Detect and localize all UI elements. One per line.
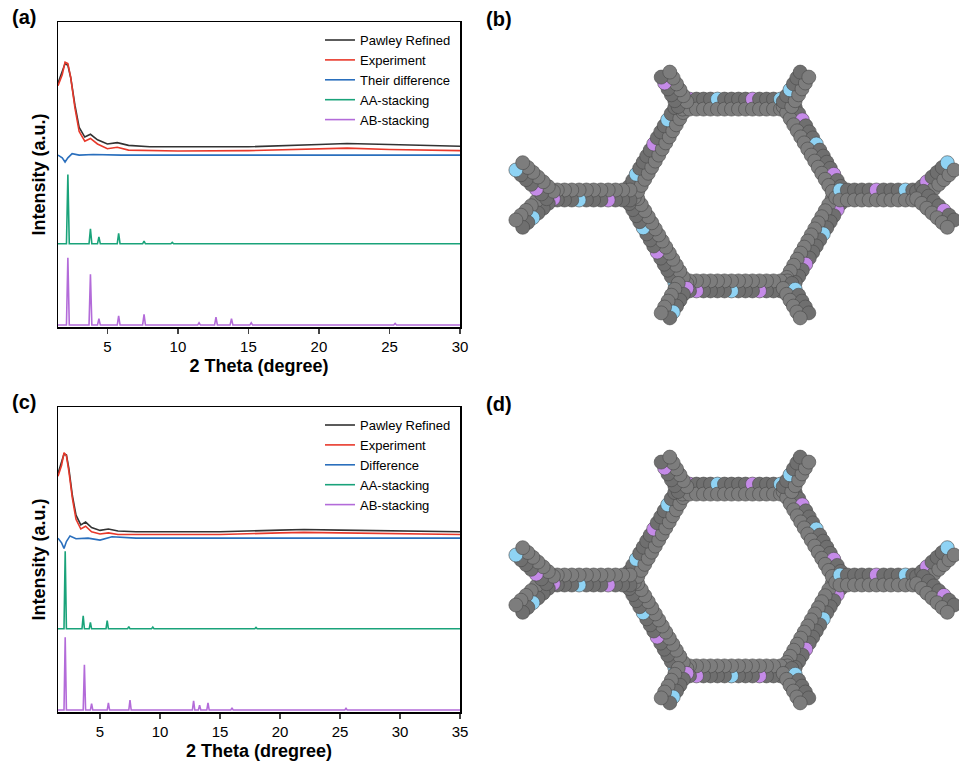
svg-text:5: 5: [103, 338, 111, 355]
svg-text:Pawley Refined: Pawley Refined: [360, 33, 450, 48]
svg-text:10: 10: [152, 723, 169, 740]
svg-text:AB-stacking: AB-stacking: [360, 113, 429, 128]
svg-text:Difference: Difference: [360, 458, 419, 473]
svg-text:20: 20: [311, 338, 328, 355]
svg-text:Intensity (a.u.): Intensity (a.u.): [29, 113, 49, 235]
svg-text:30: 30: [452, 338, 469, 355]
svg-text:35: 35: [452, 723, 469, 740]
svg-text:Pawley Refined: Pawley Refined: [360, 418, 450, 433]
svg-text:30: 30: [392, 723, 409, 740]
svg-text:15: 15: [240, 338, 257, 355]
svg-text:25: 25: [381, 338, 398, 355]
svg-text:(b): (b): [486, 8, 512, 30]
svg-text:Their difference: Their difference: [360, 73, 450, 88]
svg-text:(a): (a): [12, 6, 36, 28]
svg-text:25: 25: [332, 723, 349, 740]
svg-text:2 Theta (degree): 2 Theta (degree): [189, 356, 328, 376]
svg-text:5: 5: [96, 723, 104, 740]
svg-text:AB-stacking: AB-stacking: [360, 498, 429, 513]
svg-text:20: 20: [272, 723, 289, 740]
svg-text:Experiment: Experiment: [360, 438, 426, 453]
svg-text:AA-stacking: AA-stacking: [360, 93, 429, 108]
svg-text:(d): (d): [486, 393, 512, 415]
svg-text:Intensity (a.u.): Intensity (a.u.): [29, 498, 49, 620]
svg-text:Experiment: Experiment: [360, 53, 426, 68]
svg-text:2 Theta (dregree): 2 Theta (dregree): [186, 741, 332, 761]
svg-text:10: 10: [170, 338, 187, 355]
svg-text:(c): (c): [12, 391, 36, 413]
svg-text:AA-stacking: AA-stacking: [360, 478, 429, 493]
svg-text:15: 15: [212, 723, 229, 740]
